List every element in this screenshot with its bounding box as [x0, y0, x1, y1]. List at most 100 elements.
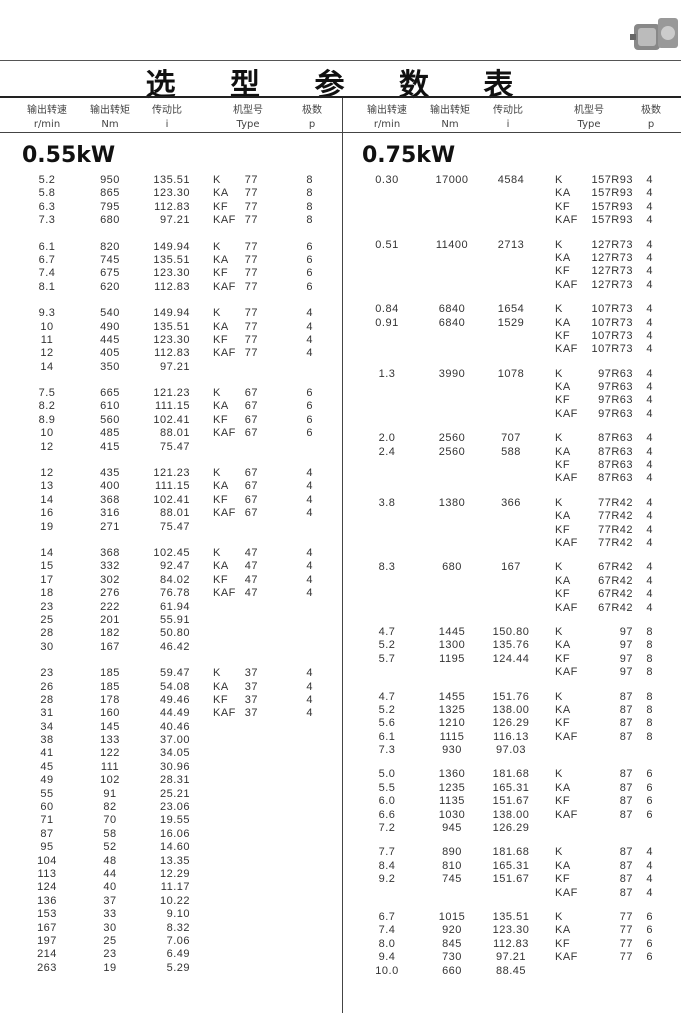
ratio-cell: 28.31	[159, 774, 190, 787]
poles-cell: 6	[646, 795, 653, 808]
type-size-cell: 47	[244, 573, 258, 586]
ratio-cell: 30.96	[159, 760, 190, 773]
ratio-cell: 111.15	[154, 400, 190, 413]
torque-cell: 276	[100, 587, 120, 600]
torque-cell: 665	[100, 387, 120, 400]
table-row: 2.4 2560 588 KA 87R63 4	[341, 446, 681, 459]
speed-cell: 113	[37, 867, 57, 880]
table-row: 214 23 6.49	[0, 948, 340, 961]
poles-cell: 6	[306, 413, 313, 426]
ratio-cell: 75.47	[159, 520, 190, 533]
poles-cell: 4	[306, 480, 313, 493]
speed-cell: 28	[40, 627, 54, 640]
table-row: 5.2 1300 135.76 KA 97 8	[341, 639, 681, 652]
ratio-cell: 102.45	[153, 546, 190, 559]
table-row: 8.9 560 102.41 KF 67 6	[0, 414, 340, 427]
torque-cell: 890	[442, 846, 462, 859]
ratio-cell: 138.00	[492, 808, 530, 821]
table-row: 3.8 1380 366 K 77R42 4	[341, 497, 681, 510]
speed-cell: 19	[40, 520, 54, 533]
poles-cell: 4	[646, 561, 653, 574]
ratio-cell: 102.41	[153, 413, 190, 426]
ratio-cell: 97.03	[495, 744, 527, 757]
type-series-cell: KF	[213, 693, 229, 706]
torque-cell: 1360	[438, 768, 466, 781]
torque-cell: 1115	[439, 730, 465, 743]
type-series-cell: KF	[555, 200, 571, 213]
type-series-cell: KA	[555, 781, 571, 794]
speed-cell: 4.7	[378, 625, 396, 638]
torque-cell: 810	[442, 859, 462, 872]
type-size-cell: 37	[244, 667, 258, 680]
type-series-cell: KA	[555, 510, 571, 523]
type-series-cell: KAF	[555, 808, 578, 821]
poles-cell: 6	[306, 280, 313, 293]
type-series-cell: KAF	[555, 951, 578, 964]
type-size-cell: 87	[619, 768, 633, 781]
speed-cell: 15	[40, 560, 54, 573]
speed-cell: 0.51	[375, 238, 399, 251]
poles-cell: 6	[646, 937, 653, 950]
header-label: 传动比	[493, 105, 523, 116]
ratio-cell: 40.46	[159, 720, 190, 733]
speed-cell: 5.7	[378, 652, 396, 665]
header-label: 极数	[302, 105, 322, 116]
torque-cell: 58	[103, 827, 117, 840]
ratio-cell: 151.67	[492, 873, 530, 886]
type-size-cell: 67	[244, 413, 258, 426]
type-size-cell: 67	[244, 400, 258, 413]
torque-cell: 820	[100, 240, 120, 253]
ratio-cell: 151.76	[492, 690, 530, 703]
type-size-cell: 127R73	[591, 251, 633, 264]
speed-cell: 6.7	[38, 253, 56, 266]
table-row: 5.5 1235 165.31 KA 87 6	[341, 782, 681, 795]
column-header: 极数 p	[621, 104, 681, 132]
ratio-cell: 116.13	[493, 730, 529, 743]
torque-cell: 445	[100, 333, 120, 346]
poles-cell: 6	[646, 910, 653, 923]
header-label: 输出转矩	[430, 105, 470, 116]
table-row: 30 167 46.42	[0, 641, 340, 654]
table-row: 0.51 11400 2713 K 127R73 4	[341, 239, 681, 252]
ratio-cell: 135.51	[492, 910, 530, 923]
header-label: 极数	[641, 105, 661, 116]
torque-cell: 316	[100, 507, 120, 520]
ratio-cell: 19.55	[159, 814, 190, 827]
torque-cell: 52	[103, 841, 117, 854]
poles-cell: 4	[646, 251, 653, 264]
torque-cell: 675	[100, 267, 120, 280]
type-series-cell: KF	[555, 652, 571, 665]
header-unit: p	[647, 119, 655, 130]
column-header: 输出转速 r/min	[357, 104, 417, 132]
poles-cell: 6	[306, 253, 313, 266]
ratio-cell: 10.22	[159, 894, 190, 907]
table-row: 14 350 97.21	[0, 361, 340, 374]
type-series-cell: KAF	[555, 666, 578, 679]
ratio-cell: 55.91	[159, 613, 190, 626]
type-series-cell: KAF	[555, 278, 578, 291]
type-size-cell: 97R63	[598, 407, 633, 420]
table-row: KA 127R73 4	[341, 252, 681, 265]
ratio-cell: 181.68	[492, 846, 530, 859]
type-series-cell: KA	[213, 253, 229, 266]
header-unit: Nm	[441, 119, 459, 130]
poles-cell: 4	[306, 467, 313, 480]
table-row: 10 485 88.01 KAF 67 6	[0, 427, 340, 440]
table-row: 31 160 44.49 KAF 37 4	[0, 707, 340, 720]
type-series-cell: KF	[555, 873, 571, 886]
type-size-cell: 87R63	[598, 459, 633, 472]
torque-cell: 185	[100, 680, 120, 693]
table-row: 12 415 75.47	[0, 441, 340, 454]
poles-cell: 4	[646, 601, 653, 614]
type-series-cell: KAF	[213, 507, 236, 520]
torque-cell: 30	[103, 921, 117, 934]
speed-cell: 263	[37, 961, 57, 974]
poles-cell: 6	[306, 427, 313, 440]
poles-cell: 6	[306, 400, 313, 413]
torque-cell: 350	[100, 360, 120, 373]
poles-cell: 4	[306, 693, 313, 706]
speed-cell: 197	[37, 934, 57, 947]
column-header: 机型号 Type	[559, 104, 619, 132]
table-row: KA 97R63 4	[341, 381, 681, 394]
poles-cell: 6	[306, 387, 313, 400]
